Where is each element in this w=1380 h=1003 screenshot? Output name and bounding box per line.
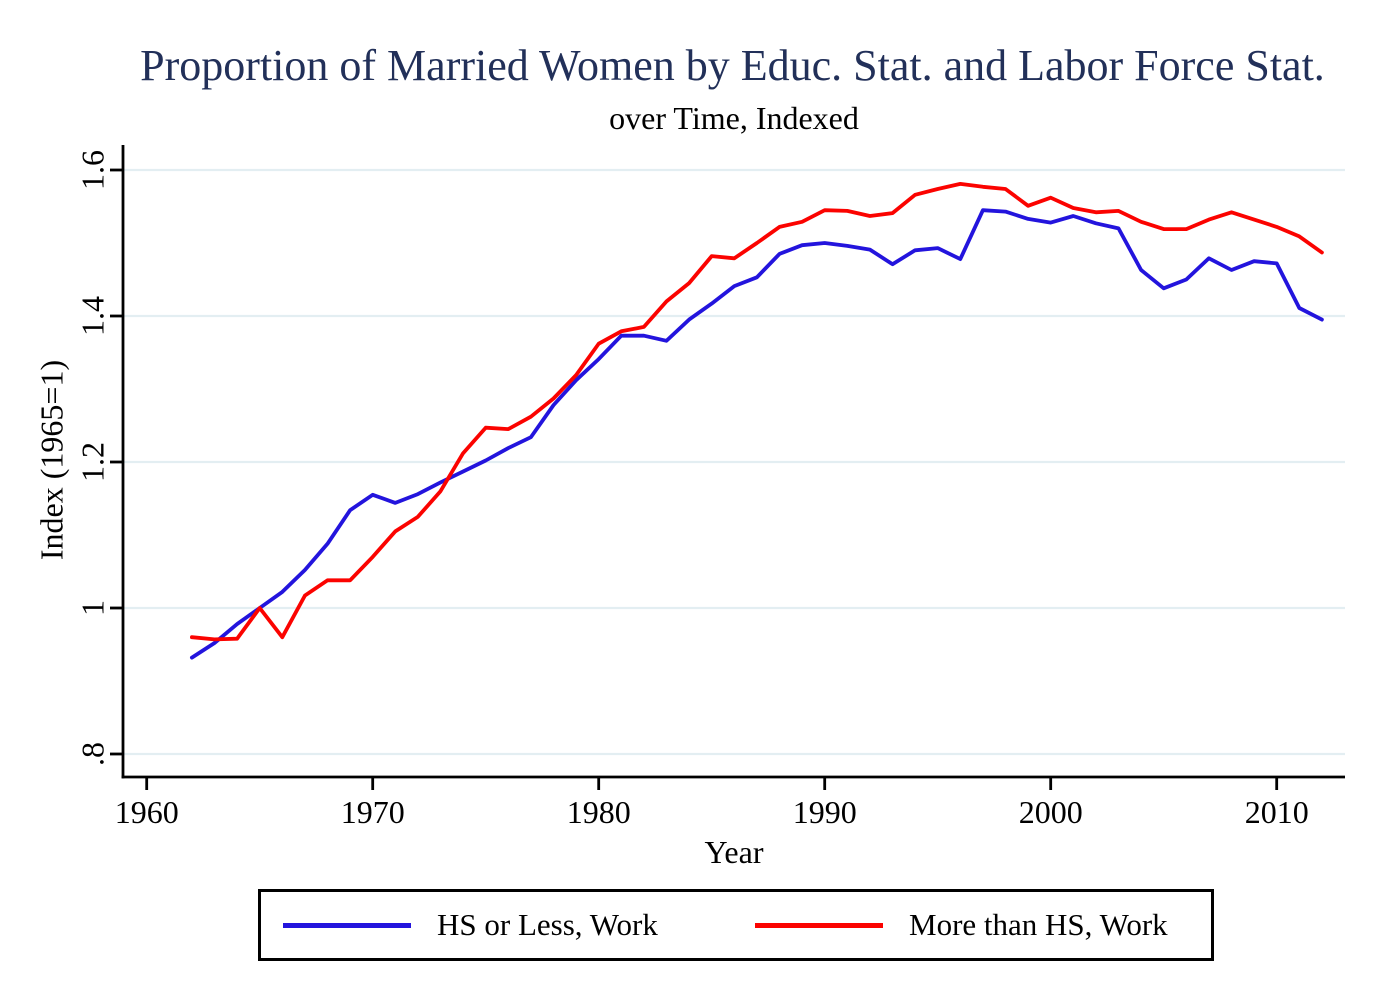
- legend-label-more-than-hs: More than HS, Work: [909, 907, 1168, 942]
- x-tick-label: 2000: [1018, 794, 1083, 830]
- y-tick-label-text: 1.6: [74, 150, 111, 190]
- y-tick-label-text: .8: [74, 742, 111, 766]
- chart-title: Proportion of Married Women by Educ. Sta…: [140, 41, 1325, 90]
- x-tick-label: 1980: [566, 794, 631, 830]
- x-tick-label: 1960: [114, 794, 179, 830]
- y-tick-label-text: 1.4: [74, 296, 111, 336]
- legend-line-hs-or-less: [283, 923, 411, 928]
- x-tick-label: 1990: [792, 794, 857, 830]
- y-tick-label-text: 1: [74, 600, 111, 616]
- legend-label-hs-or-less: HS or Less, Work: [437, 907, 658, 942]
- legend-box: HS or Less, Work More than HS, Work: [258, 889, 1214, 961]
- chart-subtitle: over Time, Indexed: [609, 100, 859, 136]
- y-tick-label-text: 1.2: [74, 442, 111, 482]
- series-line-hs-or-less: [189, 208, 1324, 660]
- x-tick-label: 1970: [340, 794, 405, 830]
- tick-marks: [110, 168, 1279, 790]
- x-axis-label: Year: [704, 834, 764, 870]
- legend-line-more-than-hs: [755, 923, 883, 928]
- data-series-lines: [189, 181, 1324, 660]
- horizontal-gridlines: [123, 168, 1345, 756]
- x-tick-label: 2010: [1244, 794, 1309, 830]
- series-line-more-than-hs: [189, 181, 1324, 642]
- y-axis-label-text: Index (1965=1): [33, 359, 70, 561]
